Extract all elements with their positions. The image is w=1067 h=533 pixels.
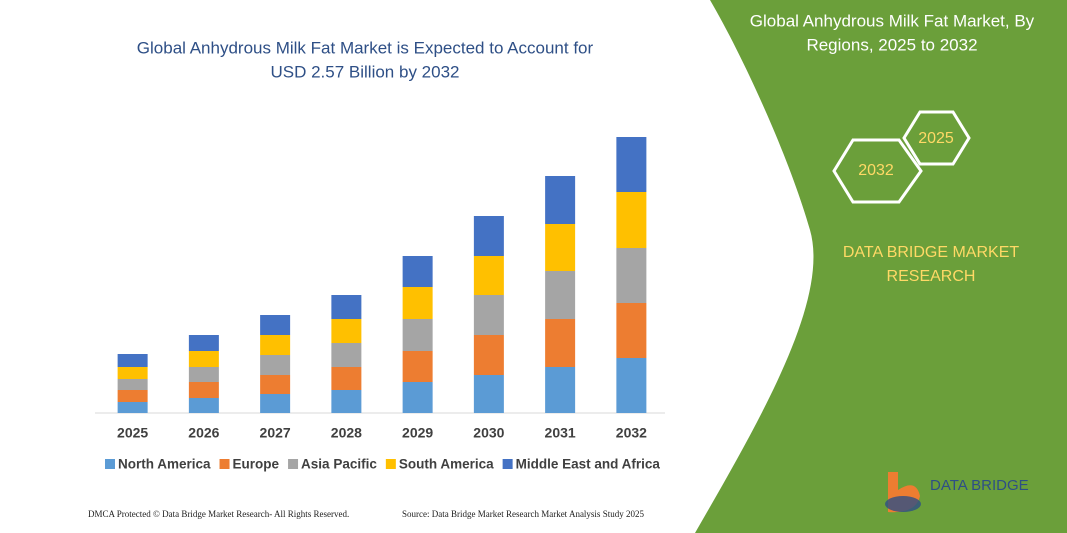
bar-segment xyxy=(260,394,291,413)
legend-swatch xyxy=(288,459,299,469)
hex-label: 2032 xyxy=(858,162,894,179)
bar-segment xyxy=(473,256,504,295)
legend-swatch xyxy=(502,459,513,469)
chart-title: USD 2.57 Billion by 2032 xyxy=(270,62,459,81)
bar-segment xyxy=(616,358,647,413)
bar-segment xyxy=(473,216,504,256)
bar-segment xyxy=(188,398,219,413)
legend-label: North America xyxy=(118,457,211,472)
x-tick-label: 2027 xyxy=(260,425,291,441)
x-tick-label: 2029 xyxy=(402,425,433,441)
bar-segment xyxy=(545,319,576,367)
bar-segment xyxy=(331,367,362,390)
x-tick-label: 2032 xyxy=(616,425,647,441)
legend-label: Asia Pacific xyxy=(301,457,377,472)
bar-segment xyxy=(545,224,576,271)
bar-segment xyxy=(402,287,433,319)
bar-segment xyxy=(117,390,148,402)
bar-segment xyxy=(260,355,291,375)
bar-segment xyxy=(188,367,219,382)
hexagon xyxy=(832,138,923,204)
legend-label: Europe xyxy=(233,457,280,472)
x-tick-label: 2028 xyxy=(331,425,362,441)
bar-segment xyxy=(402,351,433,382)
bar-segment xyxy=(260,375,291,394)
bar-segment xyxy=(188,335,219,351)
chart-title: Global Anhydrous Milk Fat Market is Expe… xyxy=(137,38,594,57)
bar-segment xyxy=(402,382,433,413)
bar-segment xyxy=(616,248,647,303)
legend-swatch xyxy=(105,459,115,469)
bar-segment xyxy=(616,192,647,248)
bar-segment xyxy=(188,382,219,398)
bar-segment xyxy=(117,402,148,413)
x-tick-label: 2030 xyxy=(473,425,504,441)
panel-title: Global Anhydrous Milk Fat Market, By xyxy=(750,11,1035,30)
bar-segment xyxy=(473,295,504,335)
bar-segment xyxy=(616,137,647,192)
footer-right: Source: Data Bridge Market Research Mark… xyxy=(402,509,644,519)
legend-swatch xyxy=(219,459,230,469)
x-tick-label: 2026 xyxy=(188,425,219,441)
bar-segment xyxy=(117,367,148,379)
bar-segment xyxy=(402,256,433,287)
bar-segment xyxy=(331,390,362,413)
bar-segment xyxy=(260,315,291,335)
bar-segment xyxy=(402,319,433,351)
hex-label: 2025 xyxy=(918,130,954,147)
bar-segment xyxy=(473,335,504,375)
bar-segment xyxy=(473,375,504,413)
panel-title: Regions, 2025 to 2032 xyxy=(806,35,977,54)
bar-segment xyxy=(545,271,576,319)
bar-segment xyxy=(260,335,291,355)
brand-text: DATA BRIDGE MARKET xyxy=(843,244,1020,261)
bar-segment xyxy=(117,354,148,367)
green-panel xyxy=(695,0,1067,533)
footer-left: DMCA Protected © Data Bridge Market Rese… xyxy=(88,509,349,519)
bar-segment xyxy=(117,379,148,390)
legend-label: Middle East and Africa xyxy=(516,457,661,472)
bar-segment xyxy=(331,319,362,343)
bar-segment xyxy=(331,295,362,319)
bar-segment xyxy=(545,176,576,224)
bar-segment xyxy=(616,303,647,358)
hexagon xyxy=(902,110,971,166)
bar-segment xyxy=(188,351,219,367)
logo-mark xyxy=(885,496,921,512)
legend-label: South America xyxy=(399,457,494,472)
x-tick-label: 2025 xyxy=(117,425,148,441)
bar-segment xyxy=(545,367,576,413)
logo xyxy=(885,472,921,513)
x-tick-label: 2031 xyxy=(545,425,576,441)
logo-text: DATA BRIDGE xyxy=(930,477,1029,494)
brand-text: RESEARCH xyxy=(887,268,976,285)
legend-swatch xyxy=(385,459,396,469)
bar-segment xyxy=(331,343,362,367)
